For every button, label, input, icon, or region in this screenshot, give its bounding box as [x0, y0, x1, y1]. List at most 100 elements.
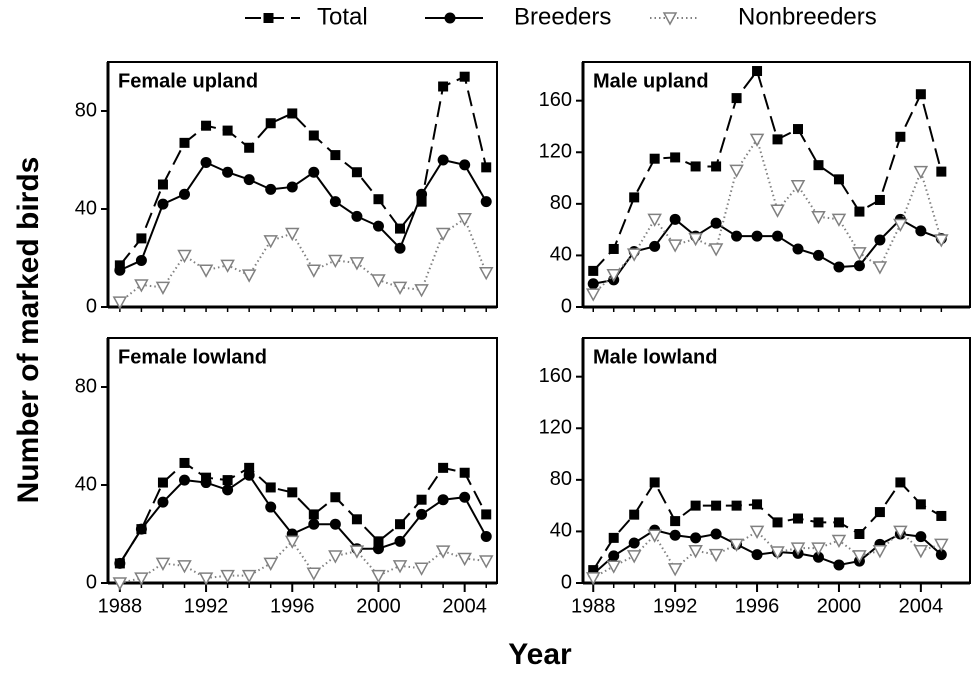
x-tick-label: 2004	[899, 595, 944, 617]
marker	[913, 545, 929, 559]
marker	[179, 137, 190, 148]
marker	[833, 261, 845, 273]
marker	[647, 529, 662, 543]
marker	[752, 499, 763, 510]
marker	[853, 260, 865, 272]
marker	[308, 509, 319, 520]
marker	[329, 196, 341, 208]
marker	[414, 284, 429, 298]
marker	[222, 475, 233, 486]
marker	[351, 514, 362, 525]
marker	[792, 243, 804, 255]
marker	[935, 549, 947, 561]
marker	[752, 66, 763, 77]
marker	[371, 274, 386, 288]
y-tick-label: 0	[86, 571, 97, 593]
marker	[852, 247, 867, 261]
series-line	[119, 75, 488, 266]
marker	[670, 152, 681, 163]
x-tick-label: 2004	[442, 595, 487, 617]
marker	[201, 120, 212, 131]
marker	[915, 89, 926, 100]
marker	[179, 188, 191, 200]
marker	[459, 159, 471, 171]
marker	[690, 500, 701, 511]
marker	[936, 166, 947, 177]
x-tick-label: 2000	[817, 595, 862, 617]
x-tick-label: 1996	[735, 595, 780, 617]
marker	[813, 160, 824, 171]
marker	[647, 213, 662, 227]
marker	[243, 174, 255, 186]
marker	[893, 525, 908, 539]
marker	[587, 278, 599, 290]
marker	[708, 548, 724, 563]
marker	[812, 249, 824, 261]
marker	[606, 269, 621, 283]
marker	[349, 545, 365, 559]
marker	[241, 269, 257, 283]
marker	[833, 559, 845, 571]
marker	[608, 550, 620, 562]
y-tick-label: 0	[561, 295, 572, 317]
marker	[895, 477, 906, 488]
marker	[749, 525, 765, 539]
marker	[372, 543, 384, 555]
marker	[690, 532, 702, 544]
marker	[749, 133, 765, 147]
series-line	[592, 480, 942, 571]
marker	[306, 264, 322, 278]
marker	[200, 477, 212, 489]
marker	[177, 249, 192, 264]
series-line	[119, 461, 488, 564]
marker	[373, 536, 384, 547]
marker	[688, 232, 703, 247]
marker	[392, 281, 408, 295]
marker	[854, 529, 865, 539]
marker	[852, 550, 867, 564]
marker	[134, 572, 149, 586]
marker	[585, 572, 601, 586]
marker	[831, 213, 847, 227]
marker	[328, 254, 343, 269]
y-axis-label: Number of marked birds	[12, 157, 45, 504]
marker	[729, 538, 744, 552]
marker	[155, 557, 171, 571]
marker	[459, 467, 470, 478]
marker	[157, 496, 169, 508]
marker	[688, 545, 703, 559]
marker	[284, 535, 300, 549]
legend-marker	[444, 12, 456, 24]
marker	[157, 198, 169, 210]
marker	[606, 560, 621, 574]
marker	[833, 517, 844, 528]
marker	[416, 508, 428, 520]
marker	[770, 546, 785, 560]
marker	[286, 181, 298, 193]
marker	[790, 542, 806, 556]
marker	[112, 296, 128, 310]
marker	[608, 532, 619, 543]
marker	[480, 196, 492, 208]
marker	[669, 213, 681, 225]
marker	[729, 164, 744, 178]
marker	[893, 218, 908, 233]
marker	[934, 234, 949, 248]
marker	[220, 569, 235, 584]
marker	[265, 501, 277, 513]
marker	[395, 223, 406, 234]
y-tick-label: 40	[75, 197, 97, 219]
marker	[854, 206, 865, 217]
marker	[351, 210, 363, 222]
marker	[934, 538, 949, 552]
y-tick-label: 80	[550, 192, 572, 214]
marker	[667, 563, 683, 577]
y-tick-label: 80	[75, 375, 97, 397]
marker	[585, 288, 601, 302]
marker	[244, 462, 255, 473]
marker	[222, 484, 234, 496]
marker	[349, 257, 365, 271]
marker	[608, 243, 619, 254]
x-tick-label: 1992	[653, 595, 698, 617]
